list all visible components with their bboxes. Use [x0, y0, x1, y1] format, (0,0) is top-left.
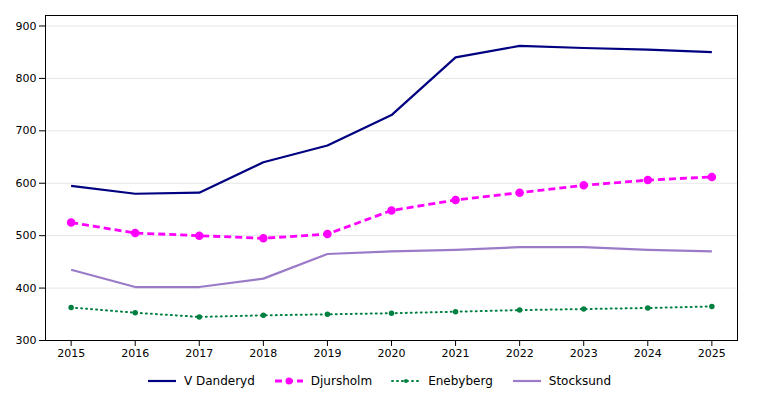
- html-text:V Danderyd: V Danderyd: [183, 374, 255, 388]
- svg-text:700: 700: [16, 124, 37, 137]
- svg-text:2016: 2016: [121, 347, 149, 360]
- svg-text:2018: 2018: [249, 347, 277, 360]
- svg-text:300: 300: [16, 334, 37, 347]
- svg-text:2019: 2019: [313, 347, 341, 360]
- svg-text:2022: 2022: [506, 347, 534, 360]
- svg-text:2023: 2023: [570, 347, 598, 360]
- svg-text:900: 900: [16, 20, 37, 33]
- svg-text:500: 500: [16, 229, 37, 242]
- svg-text:800: 800: [16, 72, 37, 85]
- svg-text:2025: 2025: [698, 347, 726, 360]
- svg-text:2015: 2015: [57, 347, 85, 360]
- svg-text:2020: 2020: [378, 347, 406, 360]
- svg-text:2024: 2024: [634, 347, 662, 360]
- html-text:Enebyberg: Enebyberg: [428, 374, 493, 388]
- svg-text:600: 600: [16, 177, 37, 190]
- svg-text:400: 400: [16, 282, 37, 295]
- svg-text:2021: 2021: [442, 347, 470, 360]
- html-text:Djursholm: Djursholm: [310, 374, 373, 388]
- html-text:Stocksund: Stocksund: [548, 374, 612, 388]
- svg-text:2017: 2017: [185, 347, 213, 360]
